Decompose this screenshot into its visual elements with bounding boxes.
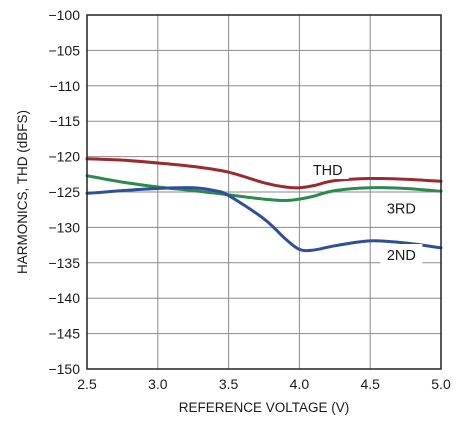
- y-tick-label: −130: [48, 219, 80, 235]
- y-tick-label: −120: [48, 149, 80, 165]
- y-tick-label: −135: [48, 255, 80, 271]
- y-tick-label: −145: [48, 326, 80, 342]
- series-label-2nd: 2ND: [387, 248, 416, 264]
- y-tick-label: −115: [50, 113, 81, 129]
- series-line-2nd: [85, 186, 443, 253]
- series-label-thd: THD: [313, 163, 343, 179]
- x-axis-label: REFERENCE VOLTAGE (V): [179, 400, 350, 415]
- x-tick-label: 4.5: [360, 376, 380, 392]
- series-label-3rd: 3RD: [387, 201, 416, 217]
- grid: [86, 14, 442, 370]
- y-tick-label: −140: [48, 290, 80, 306]
- y-tick-labels: −100 −105 −110 −115 −120 −125 −130 −135 −140 −145…: [48, 7, 80, 377]
- series-label-bg: [380, 197, 423, 218]
- series-label-bg: [306, 159, 349, 180]
- x-tick-label: 4.0: [290, 376, 310, 392]
- x-tick-labels: 2.5 3.0 3.5 4.0 4.5 5.0: [77, 376, 451, 392]
- x-tick-label: 3.0: [148, 376, 168, 392]
- y-tick-label: −125: [48, 184, 80, 200]
- y-axis-label: HARMONICS, THD (dBFS): [15, 110, 30, 274]
- x-tick-label: 5.0: [431, 376, 451, 392]
- y-tick-label: −105: [48, 42, 80, 58]
- x-tick-label: 3.5: [219, 376, 239, 392]
- x-tick-label: 2.5: [77, 376, 97, 392]
- series-line-thd: [85, 157, 443, 190]
- series-labels: THD 3RD 2ND: [306, 159, 423, 265]
- series-label-bg: [380, 244, 423, 265]
- plot-frame: [86, 14, 442, 370]
- y-tick-label: −100: [48, 7, 80, 23]
- y-tick-label: −110: [50, 78, 81, 94]
- series-lines: [85, 157, 443, 253]
- y-tick-label: −150: [48, 361, 80, 377]
